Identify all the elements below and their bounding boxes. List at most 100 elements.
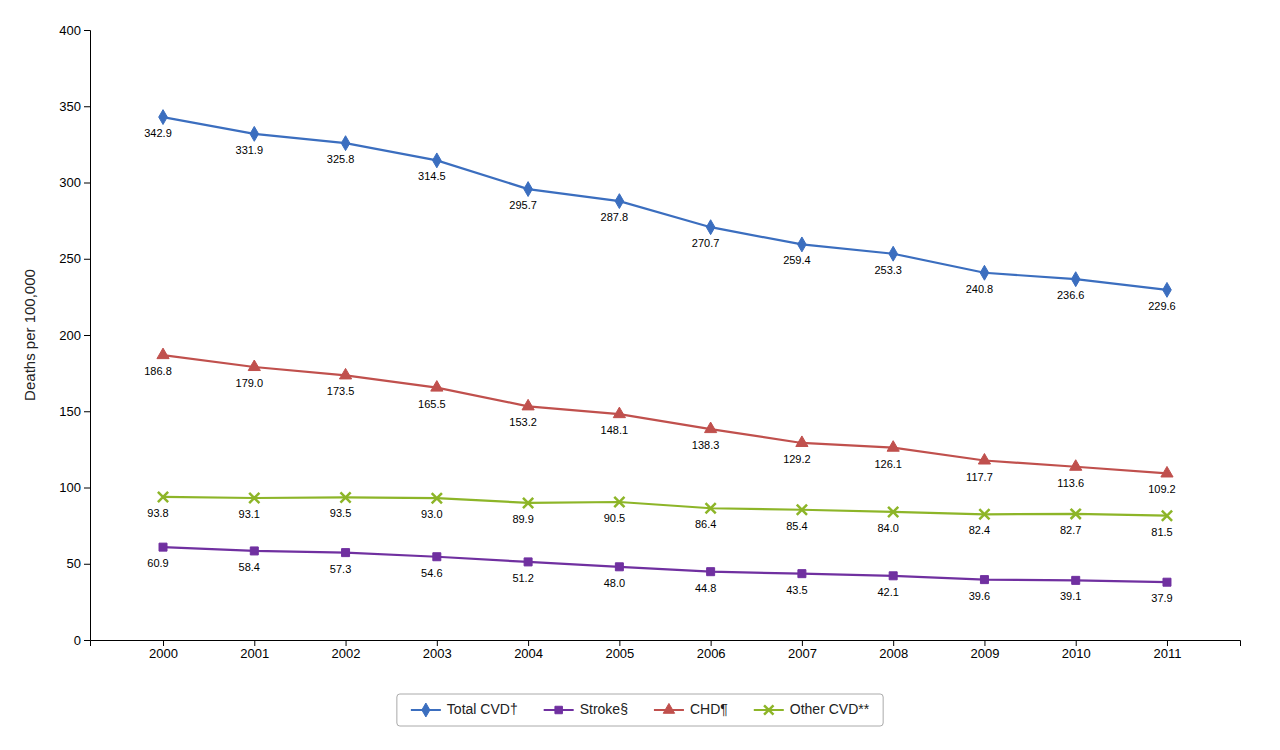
legend-marker xyxy=(555,706,562,713)
marker xyxy=(1163,282,1172,297)
data-label: 82.4 xyxy=(969,524,990,536)
data-label: 60.9 xyxy=(147,557,168,569)
tick: 2004 xyxy=(514,640,543,661)
marker xyxy=(798,237,807,252)
legend-marker xyxy=(422,703,430,717)
legend-label: Stroke§ xyxy=(580,701,628,717)
tick-label: 350 xyxy=(59,99,81,114)
tick: 2005 xyxy=(605,640,634,661)
marker xyxy=(1070,460,1082,471)
marker xyxy=(980,265,989,280)
tick-label: 2000 xyxy=(149,646,178,661)
data-label: 295.7 xyxy=(509,199,537,211)
tick: 50 xyxy=(67,556,90,571)
tick: 2007 xyxy=(788,640,817,661)
data-label: 153.2 xyxy=(509,416,537,428)
marker xyxy=(522,399,534,410)
data-label: 270.7 xyxy=(692,237,720,249)
legend: Total CVD†Stroke§CHD¶Other CVD** xyxy=(397,694,883,726)
tick-label: 0 xyxy=(74,633,81,648)
data-labels: 342.9331.9325.8314.5295.7287.8270.7259.4… xyxy=(144,127,1175,604)
tick-label: 300 xyxy=(59,175,81,190)
tick-label: 50 xyxy=(67,556,81,571)
tick-mark xyxy=(84,640,90,641)
data-label: 148.1 xyxy=(601,424,629,436)
marker xyxy=(249,493,259,503)
plot-area xyxy=(157,110,1173,587)
marker xyxy=(157,348,169,359)
marker xyxy=(339,368,351,379)
tick: 250 xyxy=(59,251,90,266)
series-line xyxy=(163,117,1167,290)
tick-mark xyxy=(711,640,712,646)
data-label: 58.4 xyxy=(239,561,260,573)
tick-mark xyxy=(84,30,90,31)
tick: 350 xyxy=(59,99,90,114)
tick: 2010 xyxy=(1062,640,1091,661)
legend-frame xyxy=(397,694,883,726)
legend-marker xyxy=(764,705,773,714)
data-label: 93.0 xyxy=(421,508,442,520)
marker xyxy=(798,570,806,578)
data-label: 93.1 xyxy=(239,508,260,520)
marker xyxy=(1071,509,1081,519)
tick-mark xyxy=(437,640,438,646)
y-axis-title: Deaths per 100,000 xyxy=(21,269,38,401)
data-label: 44.8 xyxy=(695,582,716,594)
tick: 0 xyxy=(74,633,90,648)
data-label: 39.6 xyxy=(969,590,990,602)
tick-label: 400 xyxy=(59,23,81,38)
data-label: 186.8 xyxy=(144,365,172,377)
data-label: 253.3 xyxy=(874,264,902,276)
marker xyxy=(1162,511,1172,521)
tick: 2003 xyxy=(423,640,452,661)
tick-mark xyxy=(84,335,90,336)
marker xyxy=(158,492,168,502)
marker xyxy=(797,505,807,515)
marker xyxy=(978,453,990,464)
tick-label: 2005 xyxy=(605,646,634,661)
data-label: 39.1 xyxy=(1060,590,1081,602)
data-label: 89.9 xyxy=(512,513,533,525)
data-label: 129.2 xyxy=(783,453,811,465)
marker xyxy=(707,568,715,576)
marker xyxy=(159,543,167,551)
marker xyxy=(523,498,533,508)
marker xyxy=(615,194,624,209)
tick-mark xyxy=(893,640,894,646)
tick: 2006 xyxy=(697,640,726,661)
tick-mark xyxy=(346,640,347,646)
marker xyxy=(1071,272,1080,287)
tick-label: 200 xyxy=(59,328,81,343)
marker xyxy=(979,509,989,519)
marker xyxy=(342,549,350,557)
tick-mark xyxy=(84,488,90,489)
axis-line xyxy=(84,31,91,641)
marker xyxy=(433,553,441,561)
legend-label: Other CVD** xyxy=(790,701,870,717)
axis-line xyxy=(91,641,1241,647)
data-label: 81.5 xyxy=(1151,526,1172,538)
series-line xyxy=(163,497,1167,516)
tick-label: 2008 xyxy=(879,646,908,661)
series-line xyxy=(163,547,1167,582)
tick-label: 2006 xyxy=(697,646,726,661)
data-label: 138.3 xyxy=(692,439,720,451)
tick-mark xyxy=(84,183,90,184)
tick-label: 2002 xyxy=(332,646,361,661)
data-label: 325.8 xyxy=(327,153,355,165)
tick: 100 xyxy=(59,480,90,495)
data-label: 236.6 xyxy=(1057,289,1085,301)
tick-mark xyxy=(1076,640,1077,646)
tick-mark xyxy=(1167,640,1168,646)
data-label: 126.1 xyxy=(874,458,902,470)
data-label: 259.4 xyxy=(783,254,811,266)
tick-label: 2007 xyxy=(788,646,817,661)
tick-label: 2001 xyxy=(240,646,269,661)
tick: 400 xyxy=(59,23,90,38)
marker xyxy=(706,503,716,513)
marker xyxy=(613,407,625,418)
marker xyxy=(524,558,532,566)
legend-label: Total CVD† xyxy=(447,701,518,717)
tick: 2011 xyxy=(1153,640,1181,661)
